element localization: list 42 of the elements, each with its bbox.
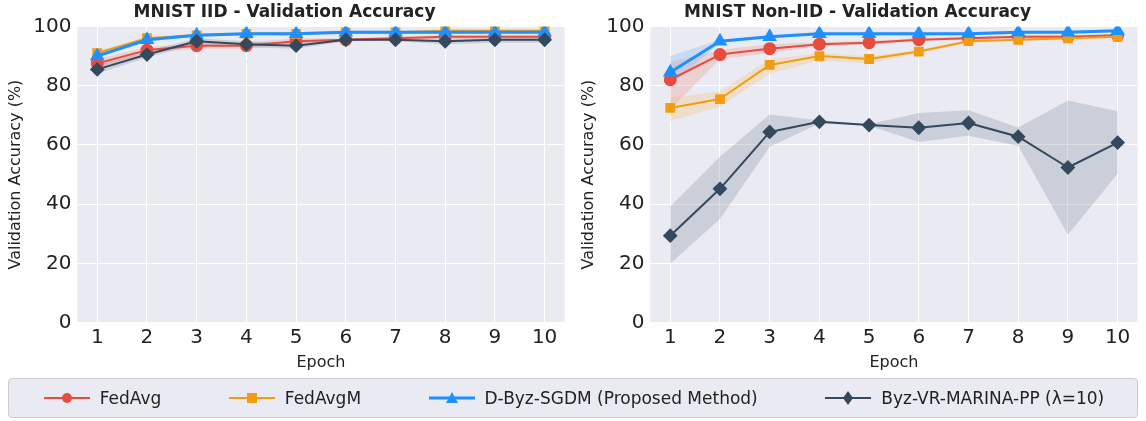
- x-tick-label: 1: [663, 324, 677, 348]
- x-tick-label: 10: [531, 324, 558, 348]
- x-tick-label: 9: [488, 324, 502, 348]
- x-tick-label: 8: [1011, 324, 1025, 348]
- legend-label: Byz-VR-MARINA-PP (λ=10): [881, 388, 1105, 408]
- legend-label: FedAvg: [99, 388, 162, 408]
- x-tick-label: 2: [140, 324, 154, 348]
- x-tick-label: 3: [763, 324, 777, 348]
- y-tick-label: 20: [618, 249, 645, 274]
- x-tick-label: 6: [339, 324, 353, 348]
- y-tick-label: 60: [45, 131, 72, 156]
- x-tick-label: 8: [438, 324, 452, 348]
- legend-label: FedAvgM: [284, 388, 362, 408]
- x-tick-label: 3: [190, 324, 204, 348]
- x-tick-label: 7: [962, 324, 975, 348]
- y-tick-label: 40: [618, 190, 645, 215]
- y-tick-label: 0: [58, 309, 72, 333]
- x-axis-title: Epoch: [869, 351, 919, 371]
- y-tick-label: 20: [45, 249, 72, 274]
- x-tick-label: 10: [1104, 324, 1131, 348]
- y-axis-title: Validation Accuracy (%): [577, 79, 597, 270]
- x-tick-label: 2: [713, 324, 727, 348]
- x-tick-label: 7: [389, 324, 402, 348]
- y-axis-title: Validation Accuracy (%): [4, 79, 24, 270]
- y-tick-label: 60: [618, 131, 645, 156]
- x-tick-label: 9: [1061, 324, 1075, 348]
- y-tick-label: 80: [618, 71, 645, 96]
- y-tick-label: 100: [606, 12, 645, 37]
- x-axis-title: Epoch: [296, 351, 346, 371]
- chart-title: MNIST IID - Validation Accuracy: [133, 0, 436, 21]
- x-tick-label: 5: [862, 324, 876, 348]
- y-tick-label: 100: [33, 12, 72, 37]
- y-tick-label: 80: [45, 71, 72, 96]
- legend-label: D-Byz-SGDM (Proposed Method): [484, 388, 758, 408]
- x-tick-label: 5: [289, 324, 303, 348]
- x-tick-label: 1: [90, 324, 104, 348]
- chart-title: MNIST Non-IID - Validation Accuracy: [683, 0, 1032, 21]
- y-tick-label: 0: [631, 309, 645, 333]
- y-tick-label: 40: [45, 190, 72, 215]
- x-tick-label: 4: [813, 324, 826, 348]
- x-tick-label: 6: [912, 324, 926, 348]
- x-tick-label: 4: [240, 324, 253, 348]
